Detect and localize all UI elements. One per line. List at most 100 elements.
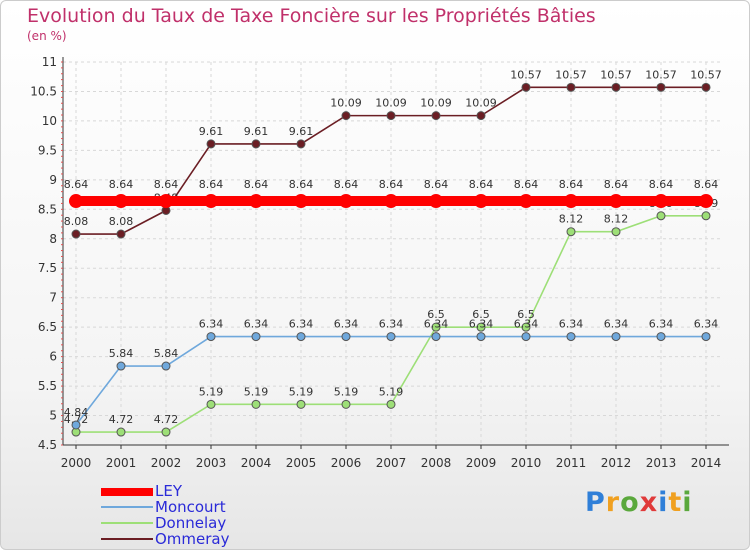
data-point-ommeray bbox=[611, 82, 621, 92]
data-label-ommeray: 8.08 bbox=[109, 215, 134, 228]
y-tick-label: 9.5 bbox=[38, 143, 57, 157]
data-label-ley: 8.64 bbox=[199, 178, 224, 191]
data-point-moncourt bbox=[476, 332, 486, 342]
data-label-moncourt: 6.34 bbox=[424, 318, 449, 331]
data-point-donnelay bbox=[521, 322, 531, 332]
data-point-donnelay bbox=[476, 322, 486, 332]
data-label-ommeray: 10.57 bbox=[645, 68, 677, 81]
data-label-ommeray: 10.09 bbox=[375, 97, 407, 110]
data-point-donnelay bbox=[386, 399, 396, 409]
legend-label-ley: LEY bbox=[155, 482, 182, 500]
data-label-donnelay: 6.5 bbox=[517, 308, 535, 321]
data-label-donnelay: 4.72 bbox=[154, 413, 179, 426]
data-label-ommeray: 10.57 bbox=[510, 68, 542, 81]
data-label-donnelay: 5.19 bbox=[379, 385, 404, 398]
data-point-ley bbox=[159, 194, 173, 209]
data-point-donnelay bbox=[341, 399, 351, 409]
data-label-moncourt: 5.84 bbox=[154, 347, 179, 360]
data-label-moncourt: 6.34 bbox=[199, 318, 224, 331]
unit-label: (en %) bbox=[27, 29, 67, 43]
legend-label-moncourt: Moncourt bbox=[155, 498, 226, 516]
data-point-ommeray bbox=[251, 139, 261, 149]
data-label-moncourt: 6.34 bbox=[469, 318, 494, 331]
data-point-moncourt bbox=[206, 332, 216, 342]
legend-label-ommeray: Ommeray bbox=[155, 530, 230, 548]
legend-swatch-ley bbox=[101, 488, 153, 496]
x-tick-label: 2014 bbox=[691, 456, 722, 470]
data-point-ley bbox=[204, 194, 218, 209]
data-point-donnelay bbox=[161, 427, 171, 437]
data-point-ley bbox=[699, 194, 713, 209]
data-point-ommeray bbox=[296, 139, 306, 149]
grid bbox=[63, 61, 723, 446]
data-point-ommeray bbox=[431, 111, 441, 121]
data-point-ommeray bbox=[206, 139, 216, 149]
y-tick-label: 6 bbox=[49, 350, 57, 364]
legend-swatch-donnelay bbox=[101, 522, 153, 524]
data-label-moncourt: 6.34 bbox=[604, 318, 629, 331]
x-tick-label: 2012 bbox=[601, 456, 632, 470]
x-tick-label: 2008 bbox=[421, 456, 452, 470]
data-point-ommeray bbox=[116, 229, 126, 239]
data-point-ommeray bbox=[341, 111, 351, 121]
data-point-donnelay bbox=[206, 399, 216, 409]
legend-swatch-ommeray bbox=[101, 538, 153, 540]
data-label-moncourt: 6.34 bbox=[289, 318, 314, 331]
x-tick-label: 2003 bbox=[196, 456, 227, 470]
series-donnelay: 4.72 4.72 4.725.19 5.19 5.19 5.19 5.196.5 6.5 6.… bbox=[64, 197, 718, 437]
y-tick-label: 5 bbox=[49, 409, 57, 423]
y-tick-label: 6.5 bbox=[38, 320, 57, 334]
data-label-moncourt: 6.34 bbox=[334, 318, 359, 331]
data-label-moncourt: 6.34 bbox=[694, 318, 719, 331]
data-point-ley bbox=[69, 194, 83, 209]
data-label-donnelay: 6.5 bbox=[427, 308, 445, 321]
legend-label-donnelay: Donnelay bbox=[155, 514, 227, 532]
data-label-ommeray: 10.09 bbox=[420, 97, 452, 110]
data-point-donnelay bbox=[701, 211, 711, 221]
data-label-ley: 8.64 bbox=[334, 178, 359, 191]
data-point-donnelay bbox=[251, 399, 261, 409]
data-point-ley bbox=[474, 194, 488, 209]
data-point-moncourt bbox=[656, 332, 666, 342]
data-label-donnelay: 6.5 bbox=[472, 308, 490, 321]
data-point-moncourt bbox=[431, 332, 441, 342]
data-point-donnelay bbox=[656, 211, 666, 221]
x-tick-label: 2005 bbox=[286, 456, 317, 470]
data-label-ommeray: 8.08 bbox=[64, 215, 89, 228]
data-point-moncourt bbox=[566, 332, 576, 342]
x-tick-label: 2004 bbox=[241, 456, 272, 470]
x-tick-label: 2002 bbox=[151, 456, 182, 470]
data-point-moncourt bbox=[71, 420, 81, 430]
data-label-ley: 8.64 bbox=[109, 178, 134, 191]
data-point-moncourt bbox=[251, 332, 261, 342]
x-tick-label: 2001 bbox=[106, 456, 137, 470]
chart-title: Evolution du Taux de Taxe Foncière sur l… bbox=[27, 5, 596, 27]
data-point-moncourt bbox=[701, 332, 711, 342]
data-point-ommeray bbox=[386, 111, 396, 121]
data-label-ley: 8.64 bbox=[154, 178, 179, 191]
y-tick-label: 10.5 bbox=[30, 84, 57, 98]
y-tick-label: 11 bbox=[42, 55, 57, 69]
data-point-ley bbox=[249, 194, 263, 209]
data-point-ommeray bbox=[701, 82, 711, 92]
data-label-ley: 8.64 bbox=[694, 178, 719, 191]
data-point-ommeray bbox=[71, 229, 81, 239]
x-tick-label: 2009 bbox=[466, 456, 497, 470]
data-label-moncourt: 6.34 bbox=[379, 318, 404, 331]
data-point-ley bbox=[564, 194, 578, 209]
data-label-ommeray: 9.61 bbox=[199, 125, 224, 138]
y-tick-label: 8.5 bbox=[38, 202, 57, 216]
data-label-ley: 8.64 bbox=[64, 178, 89, 191]
y-tick-label: 5.5 bbox=[38, 379, 57, 393]
x-tick-label: 2013 bbox=[646, 456, 677, 470]
series-layer: 8.088.088.489.619.619.6110.0910.0910.091… bbox=[64, 68, 722, 437]
data-label-ley: 8.64 bbox=[244, 178, 269, 191]
series-moncourt: 4.84 5.84 5.84 6.34 6.34 6.34 6.34 6.34 6.34 6.34… bbox=[64, 318, 719, 430]
data-point-moncourt bbox=[341, 332, 351, 342]
data-label-donnelay: 8.12 bbox=[559, 213, 584, 226]
data-label-ley: 8.64 bbox=[604, 178, 629, 191]
data-point-moncourt bbox=[611, 332, 621, 342]
x-tick-label: 2006 bbox=[331, 456, 362, 470]
